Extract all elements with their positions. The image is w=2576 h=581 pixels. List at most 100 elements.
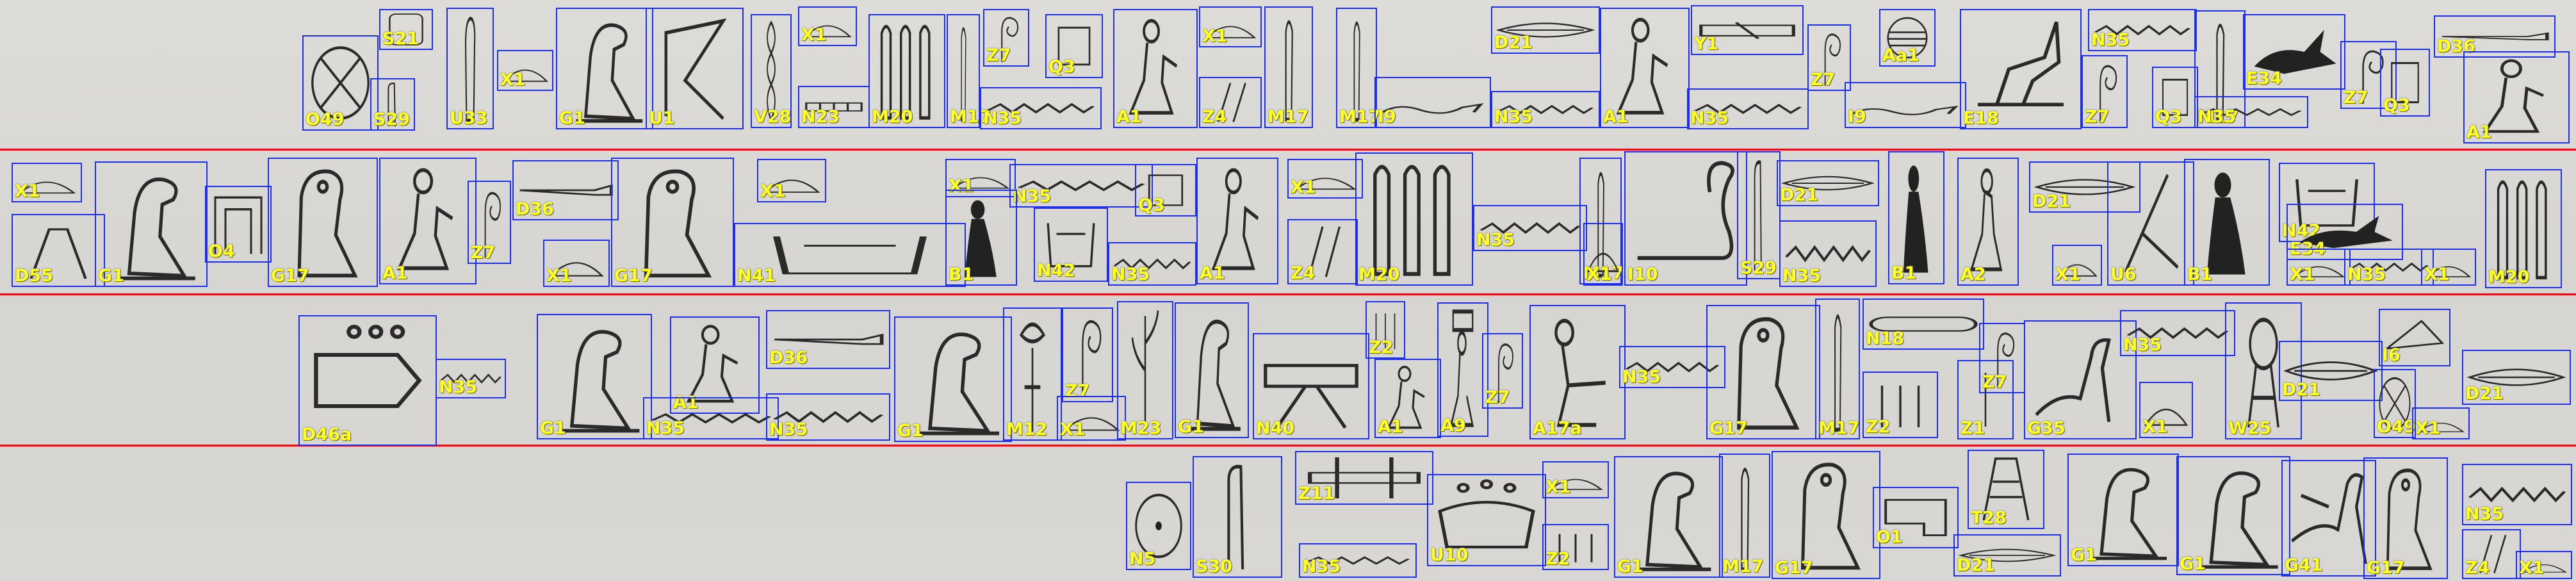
gardiner-code-label: S29 [1740,258,1777,278]
gardiner-code-label: Z7 [1982,372,2007,392]
loaf-icon [1548,479,1603,490]
bbox-n35: N35 [643,397,779,439]
bbox-i9: I9 [1845,82,1966,128]
bbox-m17: M17 [1815,299,1860,439]
bbox-y1: Y1 [1691,5,1804,55]
sandbank-icon [1869,316,1978,332]
bbox-n35: N35 [2088,9,2197,51]
gardiner-code-label: M20 [2488,267,2530,287]
dual-strokes-icon [2479,535,2507,573]
row-separator [0,293,2576,295]
gardiner-code-label: G1 [1617,557,1643,577]
gardiner-code-label: G1 [2180,554,2206,574]
shelter-icon [214,196,263,254]
bbox-z4: Z4 [1199,77,1262,128]
bbox-x1: X1 [1583,223,1623,286]
loaf-icon [2417,423,2465,432]
gardiner-code-label: A1 [2466,122,2492,142]
reeds-icon [2497,180,2547,280]
gardiner-code-label: G17 [614,266,653,286]
bbox-g17: G17 [2363,457,2448,579]
bbox-i6: I6 [2379,309,2450,366]
mouth-icon [1958,548,2057,562]
gardiner-code-label: X1 [801,25,827,45]
grain-measure-icon [1438,479,1535,549]
bbox-q3: Q3 [2380,49,2430,117]
gardiner-code-label: Q3 [1048,57,1075,77]
hare-icon [2299,215,2393,249]
bbox-n42: N42 [1034,208,1108,282]
bbox-z2: Z2 [1542,524,1609,570]
bbox-z7: Z7 [1062,307,1113,402]
coil-icon [2099,65,2117,123]
bbox-x1: X1 [2052,245,2102,286]
loaf-icon [763,179,820,193]
gardiner-code-label: X1 [1202,26,1228,46]
forearm-icon [2441,32,2549,40]
gardiner-code-label: N23 [801,107,840,127]
water-ripple-icon [2094,24,2191,36]
bbox-x1: X1 [2139,382,2193,438]
gardiner-code-label: D21 [2032,192,2071,211]
gardiner-code-label: D21 [2282,380,2320,400]
man-carrying-icon [1449,309,1474,427]
loaf-icon [2425,266,2472,277]
bbox-o49: O49 [2374,369,2416,438]
gardiner-code-label: B1 [2187,265,2213,284]
gardiner-code-label: E34 [2246,69,2283,88]
bbox-a17a: A17a [1529,305,1626,439]
city-sign-icon [2379,377,2411,430]
sedge-icon [1131,309,1159,430]
gardiner-code-label: A1 [1200,263,1225,283]
gardiner-code-label: N35 [1622,367,1661,387]
gardiner-code-label: S21 [382,29,420,49]
gardiner-code-label: A1 [1603,107,1629,127]
owl-icon [2386,468,2433,570]
bbox-n35: N35 [2344,249,2434,286]
loaf-icon [2057,264,2098,277]
bbox-n35: N35 [2194,96,2308,128]
well-icon [773,236,927,275]
bbox-m12: M12 [1003,307,1062,441]
bbox-x1: X1 [1287,159,1363,199]
owl-icon [1800,462,1861,570]
seated-woman-icon [2206,172,2246,275]
papyrus-roll-icon [1699,22,1795,39]
bbox-d21: D21 [2029,161,2140,213]
cartouche-icon [389,13,423,45]
gardiner-code-label: M23 [1120,418,1162,438]
gardiner-code-label: N35 [1476,230,1515,250]
folded-cloth-icon [1227,464,1244,569]
bbox-g1: G1 [95,161,208,287]
gardiner-code-label: X1 [2142,417,2168,437]
bbox-s29: S29 [370,78,415,131]
bbox-x1: X1 [2287,249,2351,286]
bbox-g17: G17 [268,158,378,287]
gardiner-code-label: A1 [673,393,699,413]
gardiner-code-label: N40 [1256,418,1295,438]
hoe-icon [2124,174,2179,274]
plural-strokes-icon [1880,386,1920,427]
gardiner-code-label: N35 [1690,108,1729,128]
bbox-n35: N35 [1299,543,1417,578]
bbox-d21: D21 [1777,160,1879,206]
water-ripple-icon [2201,108,2302,117]
loaf-icon [951,177,1010,189]
gardiner-code-label: X1 [1545,477,1571,497]
bbox-o1: O1 [1873,487,1959,548]
dual-strokes-icon [1217,83,1246,122]
gardiner-code-label: X1 [500,70,526,90]
bbox-a1: A1 [2463,51,2570,143]
gardiner-code-label: A1 [382,263,408,283]
gardiner-code-label: X1 [2415,418,2441,438]
bbox-n35: N35 [1108,242,1196,286]
gardiner-code-label: I6 [2382,345,2401,365]
bbox-z7: Z7 [2340,41,2397,109]
crossed-planks-icon [1308,457,1421,498]
bbox-g17: G17 [1772,451,1880,579]
seated-woman-icon [1903,165,1928,273]
bbox-i9: I9 [1374,77,1491,128]
bbox-n41: N41 [734,223,966,287]
gardiner-code-label: Z7 [471,243,496,263]
water-ripple-icon [2349,262,2429,272]
